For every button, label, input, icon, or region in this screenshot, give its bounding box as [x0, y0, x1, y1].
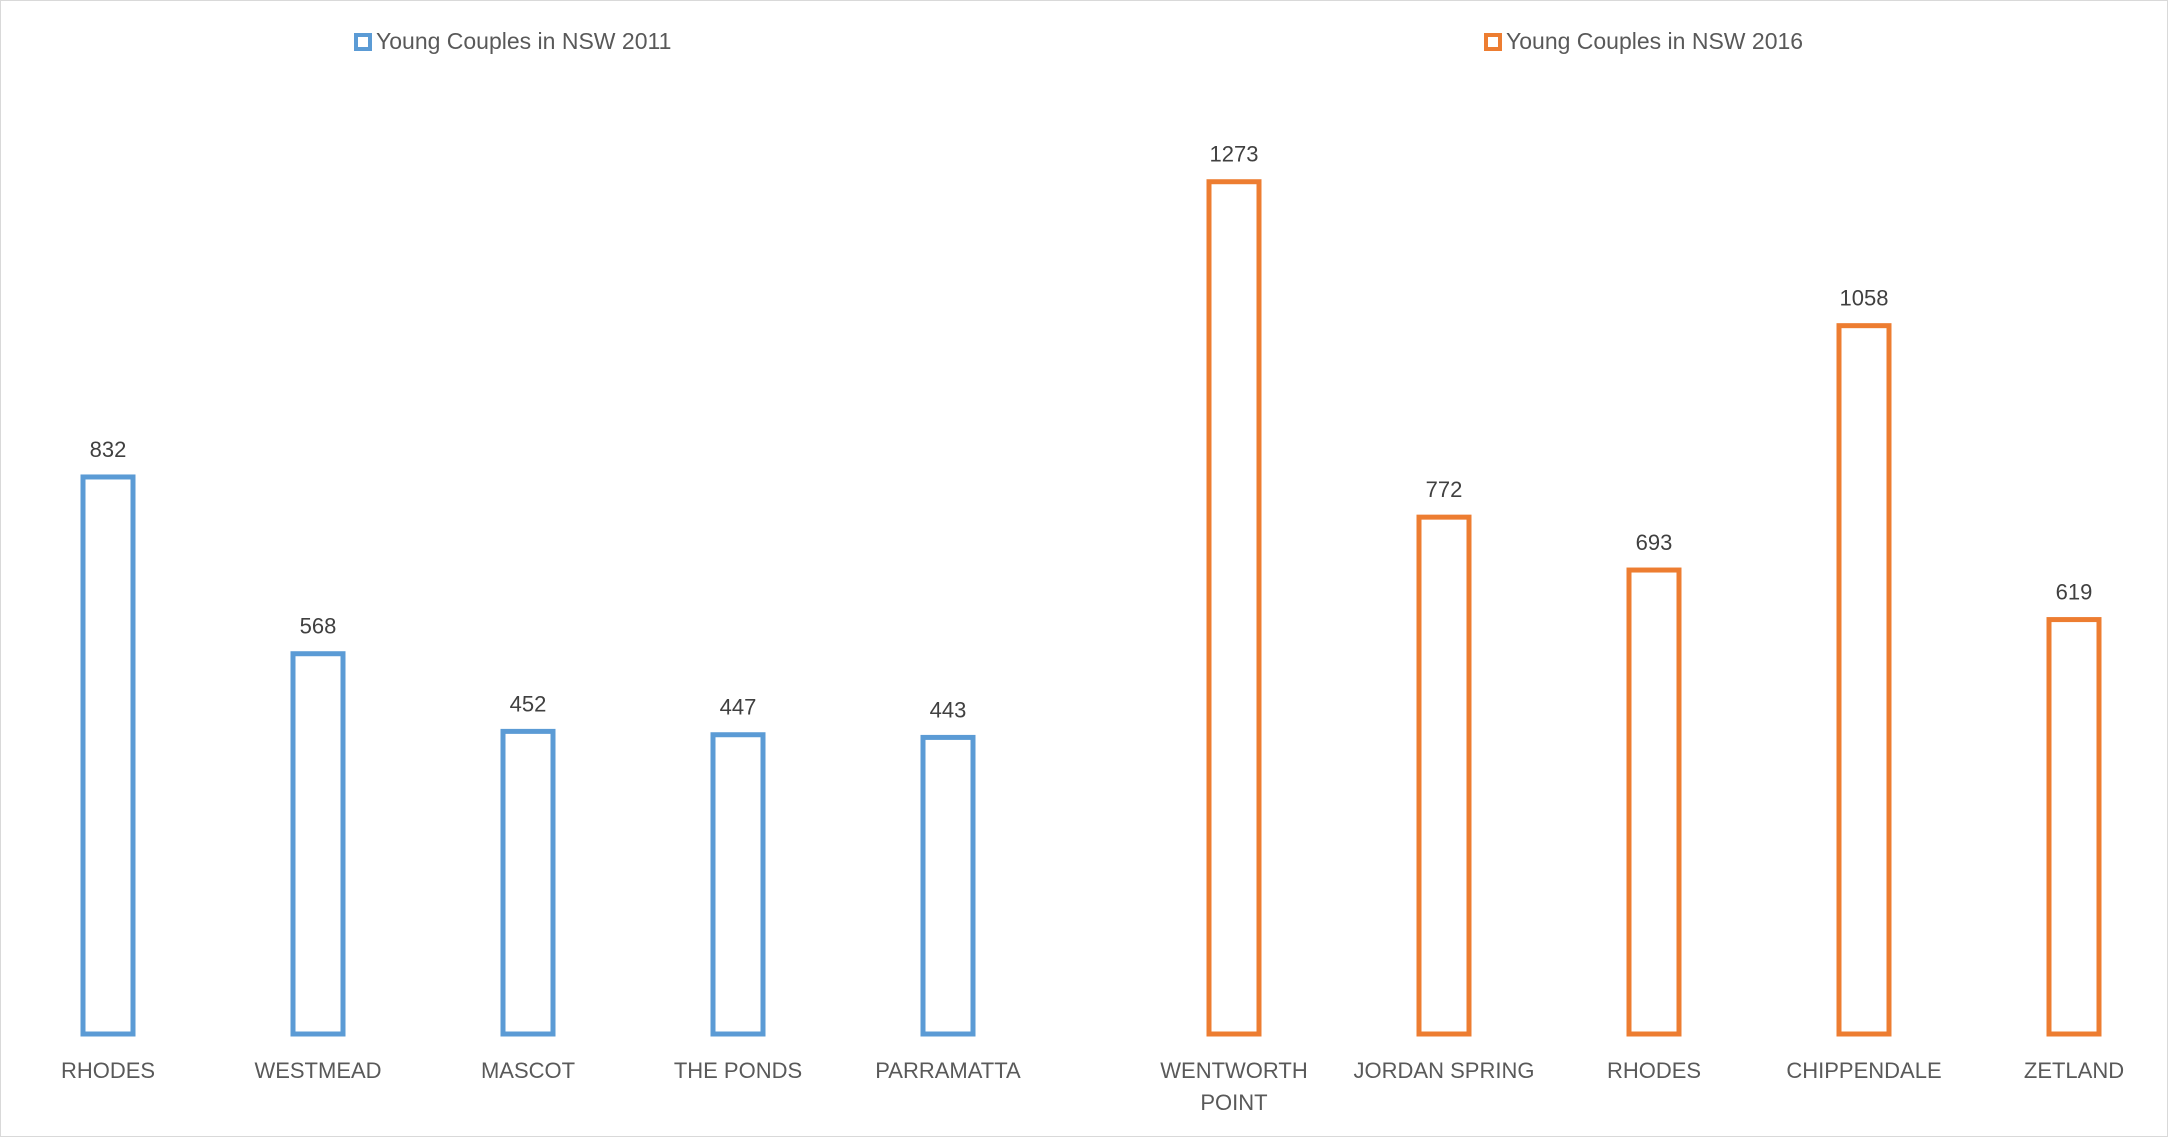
- bar-rhodes-s1: [80, 474, 136, 1037]
- category-label-rhodes-s2: RHODES: [1607, 1058, 1701, 1083]
- data-label-wentworth-point-s2: 1273: [1210, 142, 1259, 167]
- category-labels-group: RHODES WESTMEAD MASCOT THE PONDS PARRAMATTA W…: [61, 1058, 2124, 1115]
- legend-label-1: Young Couples in NSW 2011: [376, 28, 671, 54]
- category-label-westmead-s1: WESTMEAD: [254, 1058, 381, 1083]
- category-label-parramatta-s1: PARRAMATTA: [875, 1058, 1021, 1083]
- bar-chippendale-s2: [1836, 323, 1892, 1037]
- data-label-mascot-s1: 452: [510, 691, 547, 716]
- data-label-the-ponds-s1: 447: [720, 695, 757, 720]
- category-label-wentworth-point-s2: WENTWORTH POINT: [1160, 1058, 1307, 1115]
- bar-the-ponds-s1: [710, 732, 766, 1037]
- bar-zetland-s2: [2046, 617, 2102, 1037]
- data-labels-group: 832 568 452 447 443 1273 772 693 1058 619: [90, 142, 2093, 723]
- legend-swatch-2: [1484, 33, 1502, 51]
- category-label-jordan-spring-s2: JORDAN SPRING: [1354, 1058, 1535, 1083]
- data-label-jordan-spring-s2: 772: [1426, 477, 1463, 502]
- category-label-chippendale-s2: CHIPPENDALE: [1786, 1058, 1941, 1083]
- data-label-rhodes-s1: 832: [90, 437, 127, 462]
- bar-mascot-s1: [500, 728, 556, 1037]
- data-label-rhodes-s2: 693: [1636, 530, 1673, 555]
- category-label-rhodes-s1: RHODES: [61, 1058, 155, 1083]
- legend: Young Couples in NSW 2011 Young Couples i…: [354, 28, 1803, 54]
- bar-westmead-s1: [290, 651, 346, 1037]
- data-label-parramatta-s1: 443: [930, 697, 967, 722]
- bars-group: [80, 179, 2102, 1037]
- bar-jordan-spring-s2: [1416, 514, 1472, 1037]
- data-label-westmead-s1: 568: [300, 614, 337, 639]
- data-label-zetland-s2: 619: [2056, 580, 2093, 605]
- bar-rhodes-s2: [1626, 567, 1682, 1037]
- category-label-mascot-s1: MASCOT: [481, 1058, 575, 1083]
- category-label-the-ponds-s1: THE PONDS: [674, 1058, 802, 1083]
- legend-swatch-1: [354, 33, 372, 51]
- bar-wentworth-point-s2: [1206, 179, 1262, 1037]
- data-label-chippendale-s2: 1058: [1840, 286, 1889, 311]
- category-label-zetland-s2: ZETLAND: [2024, 1058, 2124, 1083]
- bar-parramatta-s1: [920, 734, 976, 1037]
- legend-label-2: Young Couples in NSW 2016: [1506, 28, 1803, 54]
